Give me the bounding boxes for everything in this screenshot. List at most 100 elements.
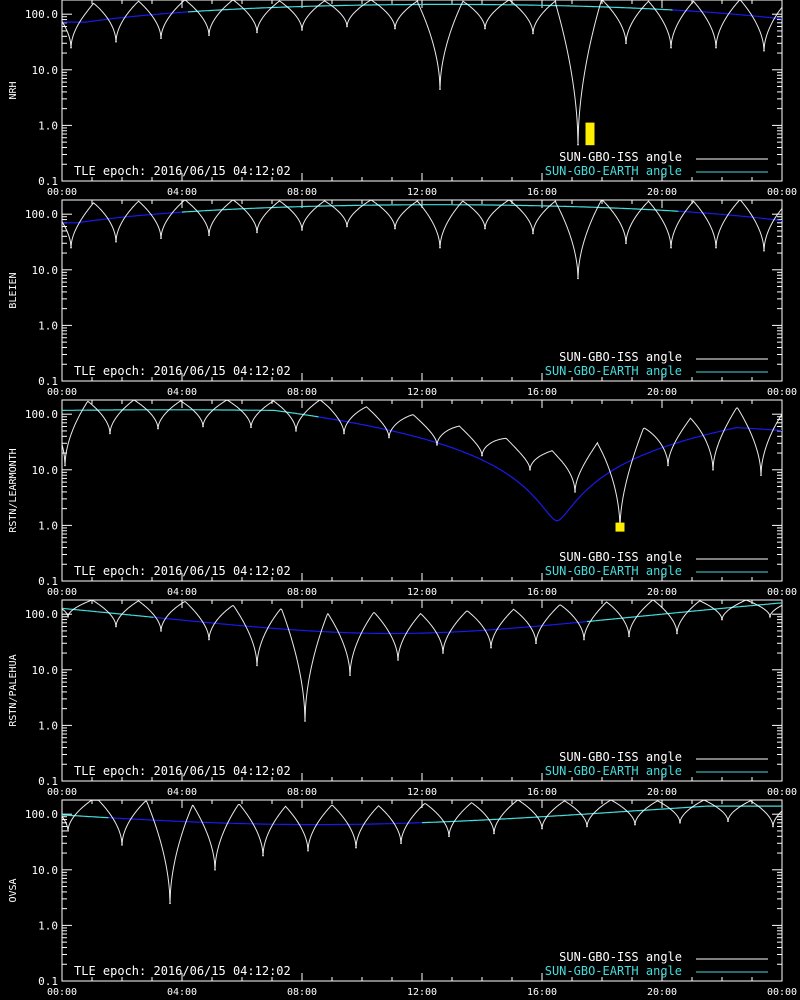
x-tick-label: 00:00 bbox=[767, 987, 797, 998]
y-tick-label: 100.0 bbox=[25, 608, 58, 621]
earth-angle-series-segment bbox=[318, 416, 783, 522]
iss-minimum-point bbox=[625, 42, 627, 45]
earth-angle-series-segment bbox=[61, 814, 109, 819]
iss-minimum-point bbox=[625, 242, 627, 245]
iss-minimum-point bbox=[667, 464, 669, 467]
y-tick-label: 0.1 bbox=[38, 175, 58, 188]
iss-minimum-point bbox=[115, 40, 117, 43]
x-tick-label: 20:00 bbox=[647, 187, 677, 198]
iss-minimum-point bbox=[541, 827, 543, 830]
iss-minimum-point bbox=[64, 464, 66, 467]
x-tick-label: 04:00 bbox=[167, 587, 197, 598]
iss-angle-series bbox=[61, 799, 783, 904]
y-tick-label: 0.1 bbox=[38, 575, 58, 588]
iss-minimum-point bbox=[670, 46, 672, 49]
x-tick-label: 08:00 bbox=[287, 987, 317, 998]
panel-bleien: 100.0 10.0 1.0 0.1 BLEIEN 00:00 04:00 08:00 12:0… bbox=[8, 199, 797, 398]
tle-epoch-label: TLE epoch: 2016/06/15 04:12:02 bbox=[74, 364, 291, 378]
y-tick-label: 10.0 bbox=[32, 864, 59, 877]
iss-minimum-point bbox=[436, 444, 438, 446]
iss-minimum-point bbox=[169, 902, 171, 905]
panel-rstn-palehua: 100.0 10.0 1.0 0.1 RSTN/PALEHUA 00:00 04:00 08:… bbox=[8, 599, 797, 798]
x-tick-label: 12:00 bbox=[407, 587, 437, 598]
iss-minimum-point bbox=[715, 246, 717, 249]
y-tick-label: 1.0 bbox=[38, 519, 58, 532]
iss-minimum-point bbox=[769, 615, 771, 618]
x-tick-label: 16:00 bbox=[527, 187, 557, 198]
y-tick-label: 10.0 bbox=[32, 464, 59, 477]
earth-angle-series-segment bbox=[678, 210, 783, 222]
x-tick-label: 12:00 bbox=[407, 987, 437, 998]
iss-minimum-point bbox=[214, 868, 216, 871]
iss-minimum-point bbox=[109, 432, 111, 435]
iss-minimum-point bbox=[346, 25, 348, 28]
iss-minimum-point bbox=[484, 227, 486, 230]
tle-epoch-label: TLE epoch: 2016/06/15 04:12:02 bbox=[74, 964, 291, 978]
iss-minimum-point bbox=[67, 830, 69, 832]
legend-iss-label: SUN-GBO-ISS angle bbox=[559, 150, 682, 164]
x-tick-label: 00:00 bbox=[47, 387, 77, 398]
y-tick-label: 100.0 bbox=[25, 808, 58, 821]
iss-minimum-point bbox=[712, 468, 714, 471]
y-tick-label: 0.1 bbox=[38, 375, 58, 388]
y-tick-label: 100.0 bbox=[25, 8, 58, 21]
x-tick-label: 00:00 bbox=[47, 787, 77, 798]
iss-minimum-point bbox=[493, 832, 495, 835]
earth-angle-series-segment bbox=[586, 602, 783, 623]
iss-minimum-point bbox=[256, 664, 258, 667]
iss-minimum-point bbox=[484, 27, 486, 30]
x-tick-label: 00:00 bbox=[767, 787, 797, 798]
legend-iss-label: SUN-GBO-ISS angle bbox=[559, 750, 682, 764]
iss-minimum-point bbox=[301, 29, 303, 31]
iss-minimum-point bbox=[529, 468, 531, 471]
iss-minimum-point bbox=[202, 425, 204, 428]
x-tick-label: 04:00 bbox=[167, 187, 197, 198]
iss-minimum-point bbox=[262, 854, 264, 857]
iss-minimum-point bbox=[355, 846, 357, 849]
iss-minimum-point bbox=[583, 638, 585, 641]
earth-angle-series-segment bbox=[108, 817, 422, 826]
y-axis-label: BLEIEN bbox=[8, 272, 19, 308]
iss-minimum-point bbox=[532, 32, 534, 35]
iss-minimum-point bbox=[160, 237, 162, 240]
earth-angle-series-segment bbox=[672, 9, 783, 20]
iss-minimum-point bbox=[532, 232, 534, 235]
iss-minimum-point bbox=[670, 246, 672, 249]
iss-minimum-point bbox=[577, 143, 579, 146]
iss-minimum-point bbox=[577, 277, 579, 280]
iss-minimum-point bbox=[121, 844, 123, 846]
x-tick-label: 20:00 bbox=[647, 587, 677, 598]
iss-minimum-point bbox=[715, 46, 717, 49]
earth-angle-series-segment bbox=[62, 409, 319, 418]
y-tick-label: 0.1 bbox=[38, 775, 58, 788]
iss-minimum-point bbox=[763, 249, 765, 252]
x-tick-label: 00:00 bbox=[767, 387, 797, 398]
earth-angle-series-segment bbox=[61, 607, 154, 618]
x-tick-label: 00:00 bbox=[767, 187, 797, 198]
y-tick-label: 10.0 bbox=[32, 664, 59, 677]
panel-nrh: 100.0 10.0 1.0 0.1 NRH 00:00 04:00 08:00 12:00 16… bbox=[8, 0, 797, 198]
iss-minimum-point bbox=[307, 849, 309, 852]
x-tick-label: 16:00 bbox=[527, 787, 557, 798]
x-tick-label: 08:00 bbox=[287, 187, 317, 198]
x-tick-label: 08:00 bbox=[287, 387, 317, 398]
x-tick-label: 20:00 bbox=[647, 787, 677, 798]
x-tick-label: 12:00 bbox=[407, 187, 437, 198]
x-tick-label: 00:00 bbox=[47, 587, 77, 598]
eclipse-highlight-marker bbox=[585, 122, 595, 146]
legend-iss-label: SUN-GBO-ISS angle bbox=[559, 950, 682, 964]
x-tick-label: 00:00 bbox=[47, 187, 77, 198]
legend-earth-label: SUN-GBO-EARTH angle bbox=[545, 564, 682, 578]
iss-angle-series bbox=[61, 599, 783, 722]
y-axis-label: RSTN/LEARMONTH bbox=[8, 448, 19, 532]
iss-minimum-point bbox=[634, 823, 636, 826]
iss-minimum-point bbox=[343, 432, 345, 435]
iss-minimum-point bbox=[256, 31, 258, 34]
earth-angle-series-segment bbox=[62, 211, 183, 224]
y-tick-label: 1.0 bbox=[38, 719, 58, 732]
iss-minimum-point bbox=[439, 246, 441, 249]
panel-ovsa: 100.0 10.0 1.0 0.1 OVSA 00:00 04:00 08:00 12:00 1… bbox=[8, 799, 797, 998]
iss-minimum-point bbox=[394, 27, 396, 30]
